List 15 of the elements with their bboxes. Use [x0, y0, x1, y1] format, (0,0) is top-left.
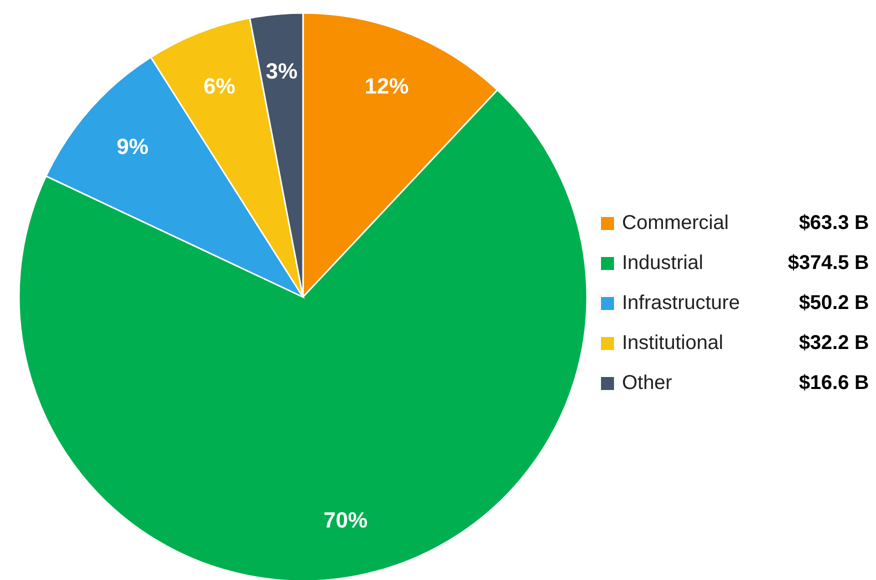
data-label: 3% — [266, 58, 298, 84]
text: $32.2 B — [798, 332, 869, 354]
legend-label: Institutional — [622, 332, 724, 354]
data-label: 12% — [364, 73, 409, 98]
data-label: 6% — [203, 73, 236, 98]
legend-label: Industrial — [622, 252, 704, 274]
legend-label: Other — [622, 372, 672, 394]
legend-label: Infrastructure — [622, 292, 740, 314]
text: $16.6 B — [798, 372, 869, 394]
text: $63.3 B — [798, 212, 869, 234]
text: $50.2 B — [798, 292, 869, 314]
text: $374.5 B — [788, 252, 869, 274]
data-label: 70% — [324, 508, 368, 533]
legend-label: Commercial — [622, 212, 729, 234]
data-label: 9% — [116, 134, 148, 160]
